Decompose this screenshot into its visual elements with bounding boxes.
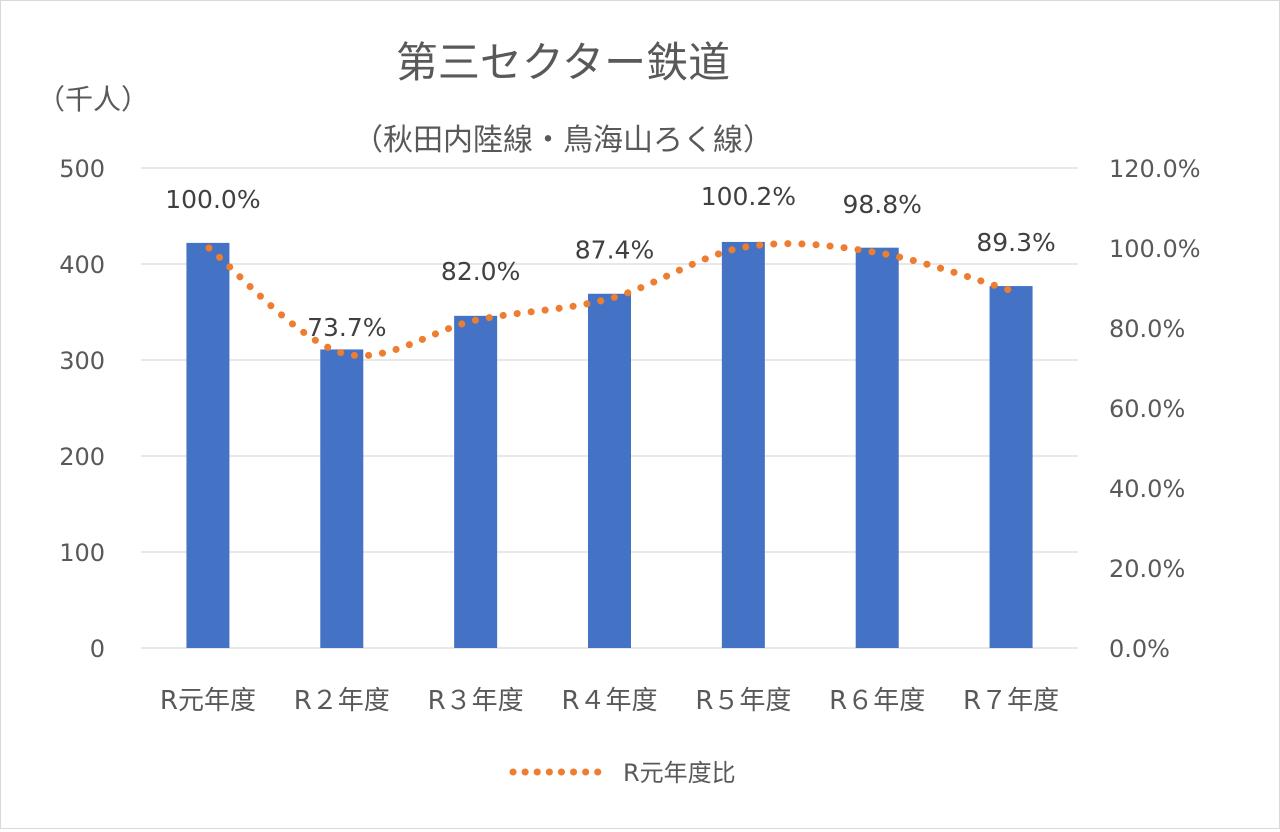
bar [454,315,498,648]
left-axis-ticks: 0 100 200 300 400 500 [59,155,105,663]
bar [320,349,364,648]
right-tick-label: 80.0% [1109,315,1185,343]
left-tick-label: 300 [59,347,105,375]
left-tick-label: 500 [59,155,105,183]
bar [588,293,631,648]
data-label: 89.3% [976,228,1055,257]
category-label: R５年度 [695,686,791,716]
bar [855,247,899,648]
bar-series [186,241,1033,649]
data-labels: 100.0% 73.7% 82.0% 87.4% 100.2% 98.8% 89.3% [165,182,1056,342]
category-label: R７年度 [963,686,1059,716]
chart-subtitle: （秋田内陸線・鳥海山ろく線） [353,123,773,158]
right-tick-label: 20.0% [1109,555,1185,583]
category-label: R２年度 [294,686,390,716]
bar [186,242,230,648]
y-axis-unit-label: （千人） [37,83,149,116]
legend: R元年度比 [509,759,736,787]
chart-title: 第三セクター鉄道 [396,38,730,87]
data-label: 82.0% [441,257,520,286]
line-series [205,240,1016,360]
right-tick-label: 120.0% [1109,155,1201,183]
bar [721,241,765,649]
right-tick-label: 100.0% [1109,235,1201,263]
left-tick-label: 200 [59,443,105,471]
right-tick-label: 0.0% [1109,635,1170,663]
bar [989,286,1033,648]
data-label: 100.0% [165,185,260,214]
data-label: 73.7% [307,313,386,342]
right-tick-label: 40.0% [1109,475,1185,503]
left-tick-label: 100 [59,539,105,567]
right-axis-ticks: 0.0% 20.0% 40.0% 60.0% 80.0% 100.0% 120.0% [1109,155,1201,663]
category-labels: R元年度 R２年度 R３年度 R４年度 R５年度 R６年度 R７年度 [160,686,1059,716]
left-tick-label: 0 [90,635,105,663]
data-label: 100.2% [701,182,796,211]
data-label: 87.4% [575,235,654,264]
left-tick-label: 400 [59,251,105,279]
category-label: R６年度 [829,686,925,716]
data-label: 98.8% [843,190,922,219]
right-tick-label: 60.0% [1109,395,1185,423]
ratio-line [205,240,1016,360]
category-label: R３年度 [428,686,524,716]
category-label: R４年度 [561,686,657,716]
category-label: R元年度 [160,686,256,716]
legend-label: R元年度比 [623,759,736,787]
